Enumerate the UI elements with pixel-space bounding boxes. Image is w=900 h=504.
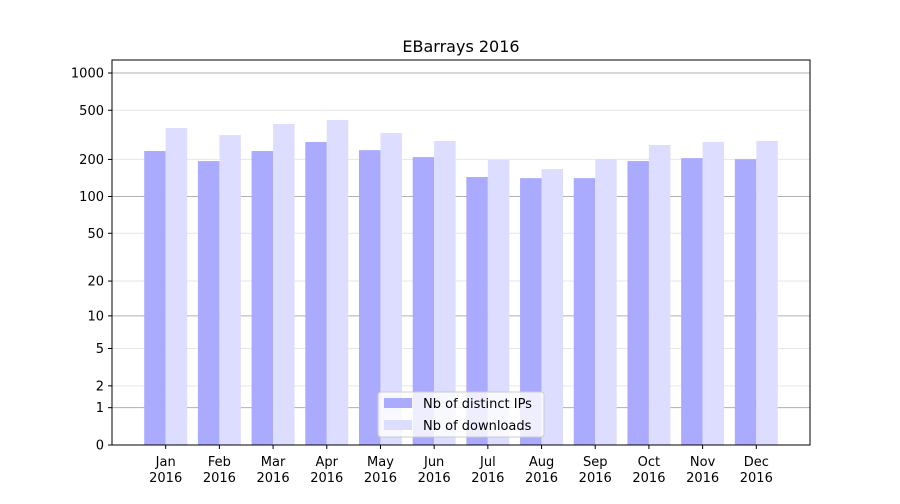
y-tick-label: 50: [87, 227, 104, 242]
legend-swatch: [384, 398, 412, 408]
x-tick-label: Nov 2016: [686, 455, 719, 486]
y-tick-label: 20: [87, 275, 104, 290]
bar: [681, 158, 703, 445]
y-tick-label: 10: [87, 309, 104, 324]
y-tick-label: 1000: [71, 66, 104, 81]
y-tick-label: 0: [96, 439, 104, 454]
x-tick-label: Feb 2016: [203, 455, 236, 486]
x-tick-label: Aug 2016: [525, 455, 558, 486]
bar: [219, 135, 241, 445]
legend-box: [377, 391, 545, 438]
bar: [595, 159, 617, 445]
bar: [165, 128, 188, 445]
x-tick-label: Oct 2016: [632, 455, 665, 486]
bar: [358, 150, 381, 445]
y-tick-label: 2: [96, 379, 104, 394]
legend-swatch: [384, 420, 412, 430]
bar: [305, 141, 327, 446]
x-tick-label: Dec 2016: [740, 455, 773, 486]
bar: [144, 151, 166, 445]
x-tick-label: Sep 2016: [579, 455, 612, 486]
x-tick-label: Jun 2016: [418, 455, 451, 486]
x-tick-label: Jul 2016: [471, 455, 504, 486]
bar: [573, 178, 596, 446]
bar: [520, 178, 542, 446]
bar: [466, 177, 488, 445]
bar: [487, 159, 510, 445]
y-tick-label: 500: [79, 104, 104, 119]
x-tick-label: May 2016: [364, 455, 397, 486]
legend-label: Nb of distinct IPs: [423, 397, 532, 412]
plot-frame: [111, 59, 811, 446]
chart-title: EBarrays 2016: [402, 37, 519, 56]
bar: [648, 144, 671, 445]
bar: [434, 141, 456, 445]
bar: [273, 124, 295, 446]
bar: [734, 159, 757, 445]
x-tick-label: Mar 2016: [257, 455, 290, 486]
y-tick-label: 1: [96, 401, 104, 416]
y-tick-label: 200: [79, 153, 104, 168]
bar: [251, 151, 274, 445]
bar: [627, 161, 649, 445]
bar: [541, 169, 564, 445]
bar: [412, 157, 435, 445]
x-tick-label: Apr 2016: [310, 455, 343, 486]
bar: [197, 161, 220, 445]
bar: [702, 141, 725, 446]
y-tick-label: 5: [96, 342, 104, 357]
bar: [380, 133, 402, 445]
legend-label: Nb of downloads: [423, 419, 532, 434]
bar: [756, 141, 778, 445]
y-tick-label: 100: [79, 190, 104, 205]
bar: [326, 120, 349, 445]
x-tick-label: Jan 2016: [149, 455, 182, 486]
